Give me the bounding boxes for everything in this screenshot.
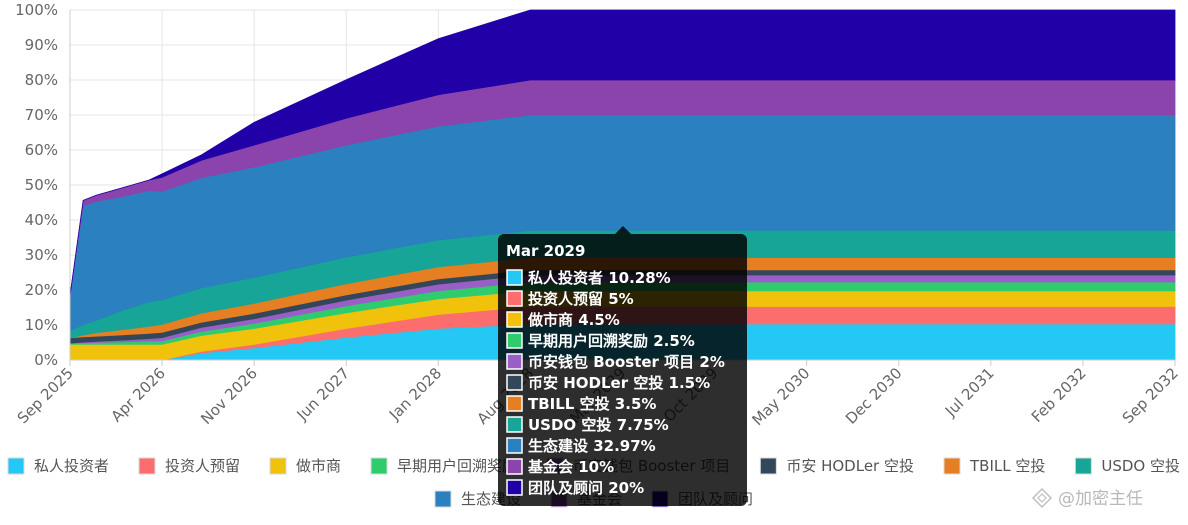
tooltip-swatch: [506, 437, 523, 454]
tooltip-swatch: [506, 395, 523, 412]
legend-label: USDO 空投: [1101, 457, 1180, 475]
legend-swatch: [1074, 457, 1092, 475]
tooltip-swatch: [506, 374, 523, 391]
tooltip-line: 私人投资者 10.28%: [527, 269, 671, 287]
y-tick-label: 70%: [25, 106, 58, 124]
tooltip-line: 投资人预留 5%: [528, 290, 634, 308]
y-tick-label: 30%: [25, 246, 58, 264]
legend-label: 投资人预留: [165, 457, 240, 475]
legend-label: 早期用户回溯奖励: [397, 457, 517, 475]
tooltip-swatch: [506, 269, 523, 286]
tooltip-line: TBILL 空投 3.5%: [528, 395, 656, 413]
legend-item[interactable]: 私人投资者: [7, 457, 109, 475]
x-tick-label: Jun 2027: [293, 364, 353, 424]
tooltip-line: 基金会 10%: [527, 458, 614, 476]
tooltip-caret: [615, 226, 631, 234]
legend-item[interactable]: USDO 空投: [1074, 457, 1180, 475]
x-tick-label: Jul 2031: [941, 364, 998, 421]
tooltip-swatch: [506, 479, 523, 496]
legend-swatch: [7, 457, 25, 475]
y-tick-label: 100%: [15, 1, 58, 19]
tooltip-swatch: [506, 332, 523, 349]
legend-label: 做市商: [296, 457, 341, 475]
x-tick-label: Sep 2025: [14, 364, 77, 427]
diamond-logo-icon: [1031, 487, 1053, 509]
x-tick-label: Dec 2030: [842, 364, 906, 428]
tooltip-swatch: [506, 353, 523, 370]
x-tick-label: Sep 2032: [1119, 364, 1182, 427]
tooltip-swatch: [506, 458, 523, 475]
legend-item[interactable]: TBILL 空投: [943, 457, 1045, 475]
legend-label: TBILL 空投: [969, 457, 1045, 475]
tooltip-line: USDO 空投 7.75%: [528, 416, 669, 434]
legend-item[interactable]: 做市商: [269, 457, 341, 475]
tooltip-box: [498, 234, 747, 506]
areas: [69, 9, 1176, 361]
y-tick-label: 40%: [25, 211, 58, 229]
tooltip-line: 团队及顾问 20%: [528, 479, 644, 497]
legend-swatch: [434, 490, 452, 508]
y-tick-label: 90%: [25, 36, 58, 54]
tooltip-title: Mar 2029: [506, 242, 585, 260]
tooltip-line: 做市商 4.5%: [527, 311, 620, 329]
legend-item[interactable]: 早期用户回溯奖励: [370, 457, 517, 475]
tooltip-line: 早期用户回溯奖励 2.5%: [528, 332, 695, 350]
x-tick-label: Jan 2028: [385, 364, 445, 424]
watermark-text: @加密主任: [1058, 489, 1143, 509]
x-tick-label: Apr 2026: [107, 364, 168, 425]
tooltip-line: 币安 HODLer 空投 1.5%: [528, 374, 710, 392]
tooltip-swatch: [506, 290, 523, 307]
y-tick-label: 60%: [25, 141, 58, 159]
legend-item[interactable]: 币安 HODLer 空投: [759, 457, 914, 475]
watermark: @加密主任: [1031, 487, 1143, 509]
area-series[interactable]: [69, 9, 1176, 296]
x-tick-label: Nov 2026: [197, 364, 261, 428]
legend-swatch: [138, 457, 156, 475]
x-tick-label: Feb 2032: [1028, 364, 1090, 426]
legend-swatch: [269, 457, 287, 475]
legend-label: 币安 HODLer 空投: [786, 457, 914, 475]
y-tick-label: 20%: [25, 281, 58, 299]
y-tick-label: 0%: [34, 351, 58, 369]
x-tick-label: May 2030: [748, 364, 813, 429]
legend-swatch: [370, 457, 388, 475]
legend-swatch: [943, 457, 961, 475]
tooltip-swatch: [506, 416, 523, 433]
y-tick-label: 50%: [25, 176, 58, 194]
tooltip-line: 生态建设 32.97%: [528, 437, 656, 455]
legend-swatch: [759, 457, 777, 475]
y-tick-label: 10%: [25, 316, 58, 334]
legend-label: 私人投资者: [34, 457, 109, 475]
tooltip: Mar 2029 私人投资者 10.28% 投资人预留 5% 做市商 4.5% 早期用户…: [498, 226, 747, 506]
tooltip-line: 币安钱包 Booster 项目 2%: [528, 353, 725, 371]
legend-item[interactable]: 投资人预留: [138, 457, 240, 475]
tooltip-swatch: [506, 311, 523, 328]
y-tick-label: 80%: [25, 71, 58, 89]
